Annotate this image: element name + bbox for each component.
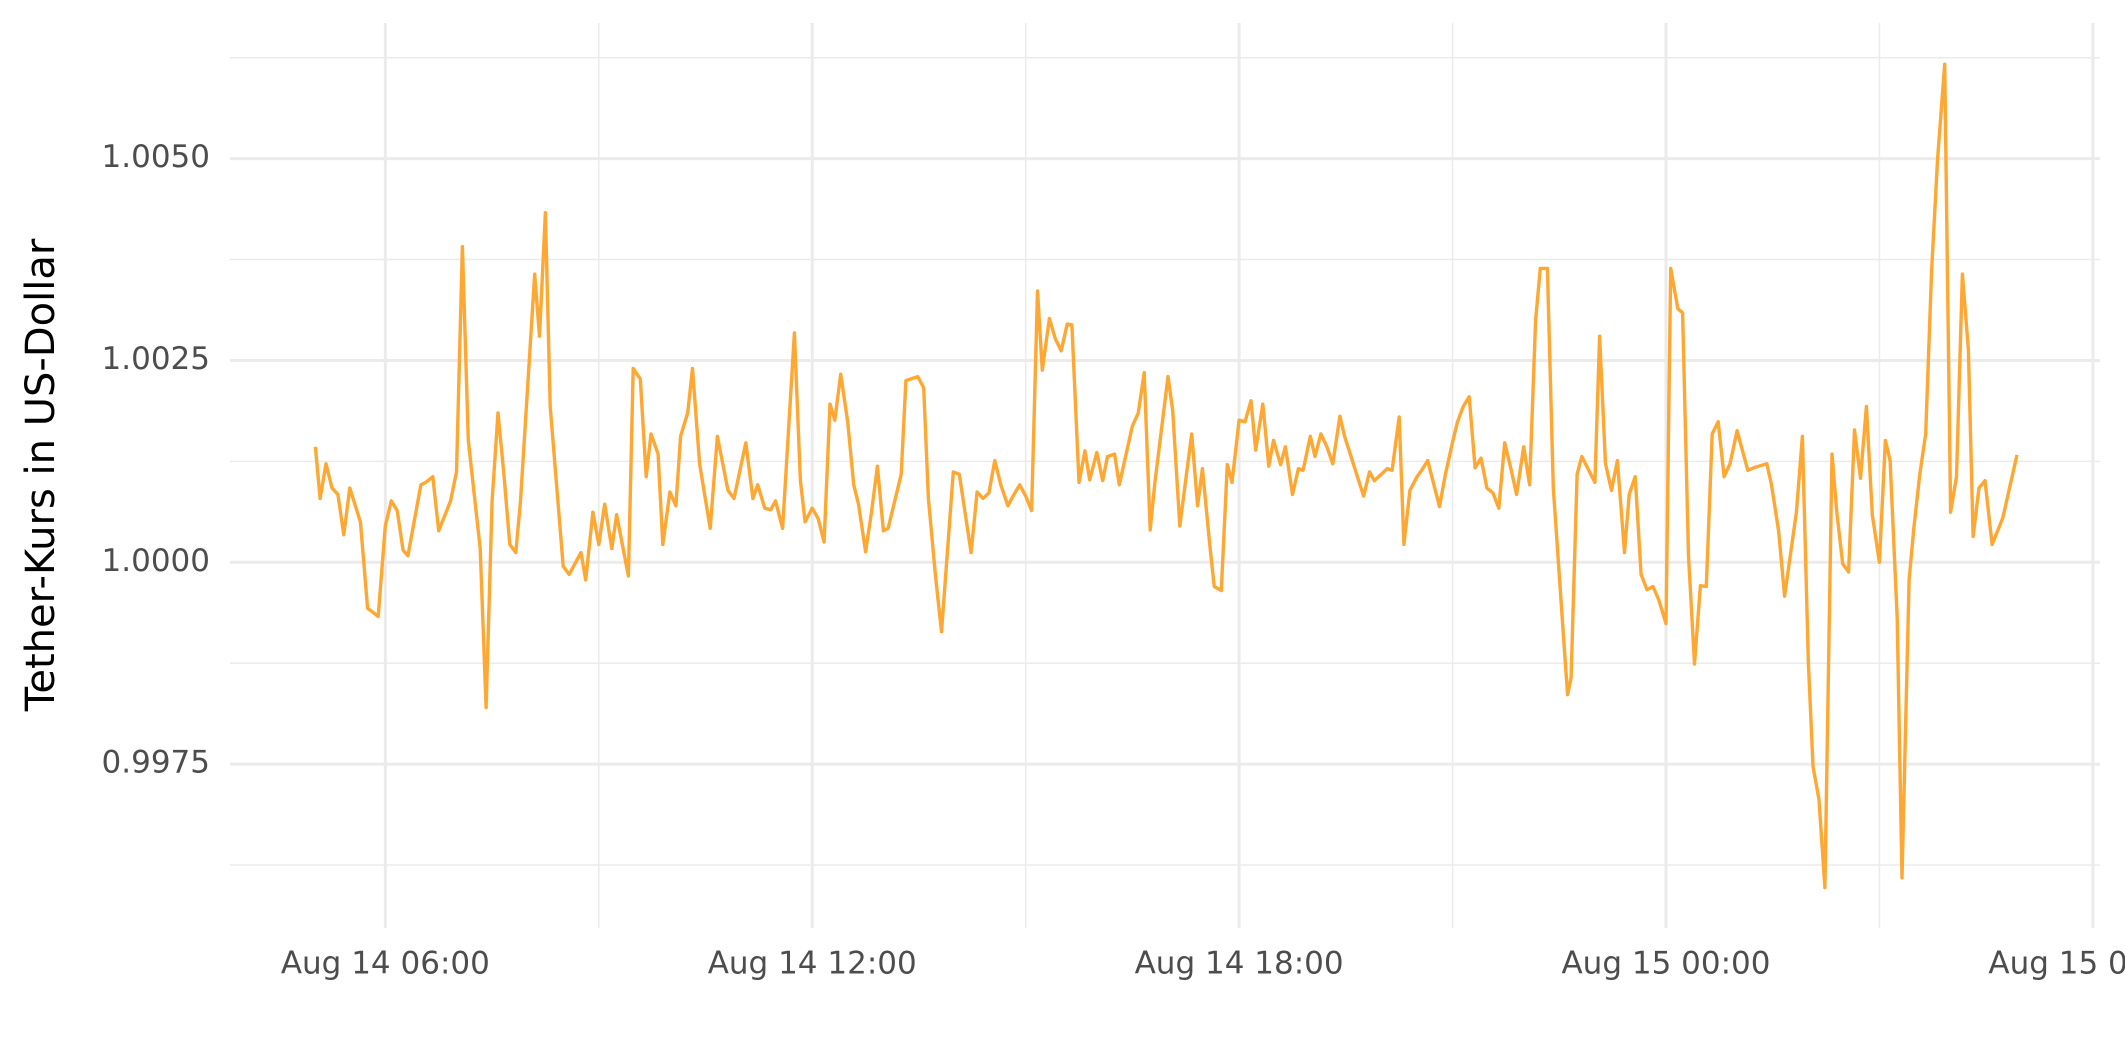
price-line: [313, 62, 2019, 890]
x-tick-label: Aug 14 12:00: [708, 946, 917, 982]
x-tick-label: Aug 15 06:00: [1988, 946, 2125, 982]
y-tick-label: 0.9975: [102, 745, 210, 781]
y-axis-title: Tether-Kurs in US-Dollar: [18, 238, 64, 712]
y-tick-label: 1.0000: [102, 543, 210, 579]
y-tick-label: 1.0050: [102, 139, 210, 175]
x-tick-label: Aug 14 18:00: [1135, 946, 1344, 982]
x-tick-label: Aug 15 00:00: [1561, 946, 1770, 982]
y-tick-label: 1.0025: [102, 341, 210, 377]
x-tick-label: Aug 14 06:00: [281, 946, 490, 982]
